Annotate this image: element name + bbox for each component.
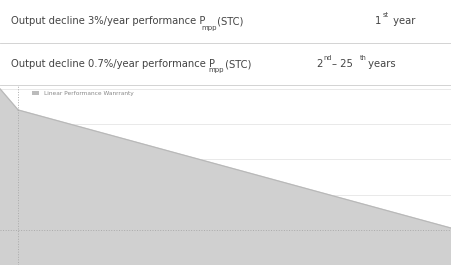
- Text: 1: 1: [374, 16, 381, 26]
- Text: – 25: – 25: [331, 59, 352, 69]
- Text: Output decline 0.7%/year performance P: Output decline 0.7%/year performance P: [11, 59, 215, 69]
- Text: Output decline 3%/year performance P: Output decline 3%/year performance P: [11, 16, 205, 26]
- Polygon shape: [0, 89, 451, 265]
- Text: mpp: mpp: [208, 67, 224, 73]
- Text: years: years: [364, 59, 395, 69]
- Text: 2: 2: [316, 59, 322, 69]
- Text: (STC): (STC): [221, 59, 251, 69]
- Text: th: th: [359, 55, 366, 61]
- Text: (STC): (STC): [214, 16, 243, 26]
- Text: st: st: [382, 12, 388, 18]
- Text: nd: nd: [323, 55, 331, 61]
- Text: year: year: [389, 16, 414, 26]
- Legend: Linear Performance Wanrranty: Linear Performance Wanrranty: [30, 88, 136, 98]
- Text: mpp: mpp: [201, 25, 216, 31]
